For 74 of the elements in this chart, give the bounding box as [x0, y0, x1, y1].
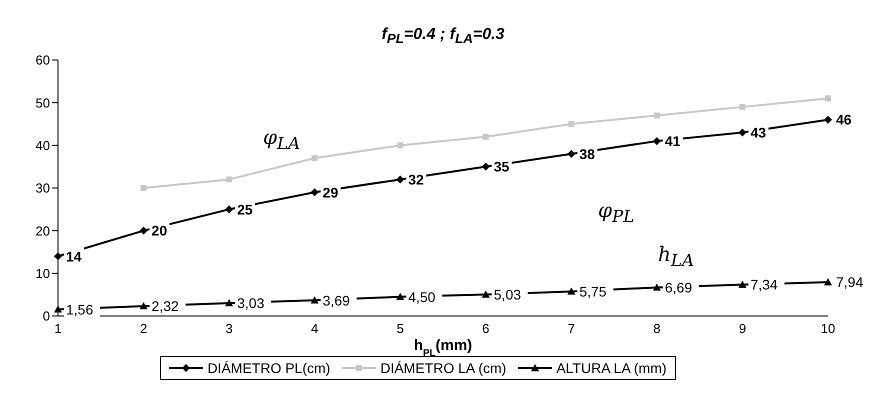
annotation: h$_{LA}$ [658, 242, 694, 270]
point [652, 137, 661, 146]
data-label: 7,94 [836, 274, 864, 290]
data-label: 29 [322, 184, 338, 200]
point [568, 121, 574, 127]
data-label: 5,03 [494, 286, 522, 303]
point [397, 142, 404, 148]
data-label: 43 [750, 124, 766, 141]
point [567, 287, 576, 295]
point [396, 292, 404, 300]
data-label: 1,56 [66, 301, 94, 318]
data-label: 46 [836, 112, 852, 128]
point [652, 283, 661, 291]
x-tick-label: 7 [568, 321, 575, 336]
point [226, 176, 232, 182]
data-label: 7,34 [750, 276, 778, 293]
data-label: 6,69 [664, 279, 692, 296]
point [738, 280, 746, 288]
y-tick-label: 20 [36, 223, 50, 238]
chart-title: f$_{PL}$=0.4 ; f$_{LA}$=0.3 [380, 25, 506, 48]
point [824, 116, 832, 124]
point [482, 162, 490, 171]
annotation: φ$_{PL}$ [598, 198, 634, 226]
x-tick-label: 2 [140, 321, 148, 336]
point [824, 278, 832, 286]
legend-label: DIÁMETRO PL(cm) [206, 360, 330, 376]
y-tick-label: 30 [36, 180, 50, 196]
y-tick-label: 50 [36, 95, 50, 110]
y-tick-label: 40 [36, 138, 50, 153]
y-tick-label: 0 [42, 308, 50, 324]
y-tick-label: 10 [36, 266, 50, 281]
x-tick-label: 6 [482, 321, 490, 336]
x-tick-label: 9 [738, 321, 746, 336]
data-label: 5,75 [579, 283, 607, 300]
x-axis-title: h$_{PL}$(mm) [414, 337, 472, 358]
point [654, 112, 660, 118]
point [54, 305, 62, 313]
data-label: 38 [579, 146, 596, 162]
x-tick-label: 8 [653, 321, 661, 336]
point [225, 299, 234, 306]
x-tick-label: 1 [54, 321, 62, 336]
data-label: 4,50 [408, 288, 436, 305]
data-label: 3,69 [322, 292, 350, 308]
point [310, 296, 319, 304]
x-tick-label: 3 [225, 321, 233, 336]
data-label: 32 [408, 171, 424, 188]
point [567, 150, 576, 158]
legend-label: ALTURA LA (mm) [555, 360, 667, 376]
x-tick-label: 5 [396, 321, 404, 336]
point [482, 134, 489, 140]
point [825, 95, 831, 102]
point [739, 104, 746, 110]
point [225, 205, 234, 214]
point [738, 128, 746, 137]
data-label: 20 [152, 222, 168, 239]
data-label: 3,03 [237, 295, 265, 312]
data-label: 35 [494, 158, 510, 175]
point [482, 290, 490, 298]
point [312, 155, 318, 162]
data-label: 14 [66, 248, 82, 264]
point [54, 252, 62, 260]
annotation: φ$_{LA}$ [263, 125, 300, 153]
x-tick-label: 10 [820, 321, 836, 336]
point [140, 226, 148, 235]
data-label: 41 [664, 133, 681, 150]
data-label: 2,32 [152, 298, 180, 314]
data-label: 25 [237, 201, 253, 218]
point [396, 175, 404, 184]
legend-label: DIÁMETRO LA (cm) [379, 360, 506, 376]
point [310, 188, 319, 196]
point [140, 185, 147, 191]
y-tick-label: 60 [36, 52, 50, 68]
x-tick-label: 4 [311, 321, 318, 336]
point [140, 302, 148, 310]
